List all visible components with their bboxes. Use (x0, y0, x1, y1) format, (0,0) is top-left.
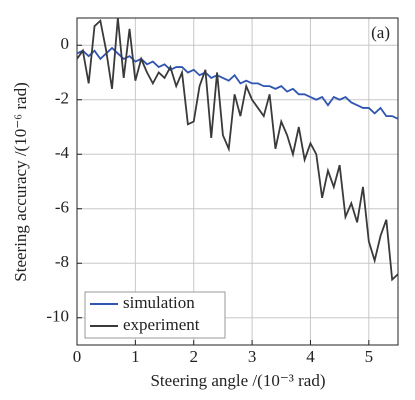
x-tick-label: 2 (189, 347, 198, 366)
y-tick-label: -10 (46, 307, 69, 326)
y-tick-label: -8 (55, 252, 69, 271)
legend-label: simulation (123, 293, 195, 312)
x-tick-label: 0 (73, 347, 82, 366)
legend-box (84, 291, 226, 339)
x-tick-label: 5 (365, 347, 374, 366)
legend-label: experiment (123, 315, 200, 334)
y-tick-label: -6 (55, 198, 69, 217)
x-tick-label: 3 (248, 347, 257, 366)
x-tick-label: 1 (131, 347, 140, 366)
x-axis-label: Steering angle /(10⁻³ rad) (150, 371, 325, 390)
data-line (76, 17, 399, 282)
plot-frame (76, 17, 399, 346)
data-line (76, 46, 399, 120)
y-tick-label: -4 (55, 143, 70, 162)
annotation: (a) (371, 23, 390, 42)
y-tick-label: -2 (55, 89, 69, 108)
x-tick-label: 4 (306, 347, 315, 366)
y-tick-label: 0 (61, 34, 70, 53)
y-axis-label: Steering accuracy /(10⁻⁶ rad) (11, 82, 30, 281)
